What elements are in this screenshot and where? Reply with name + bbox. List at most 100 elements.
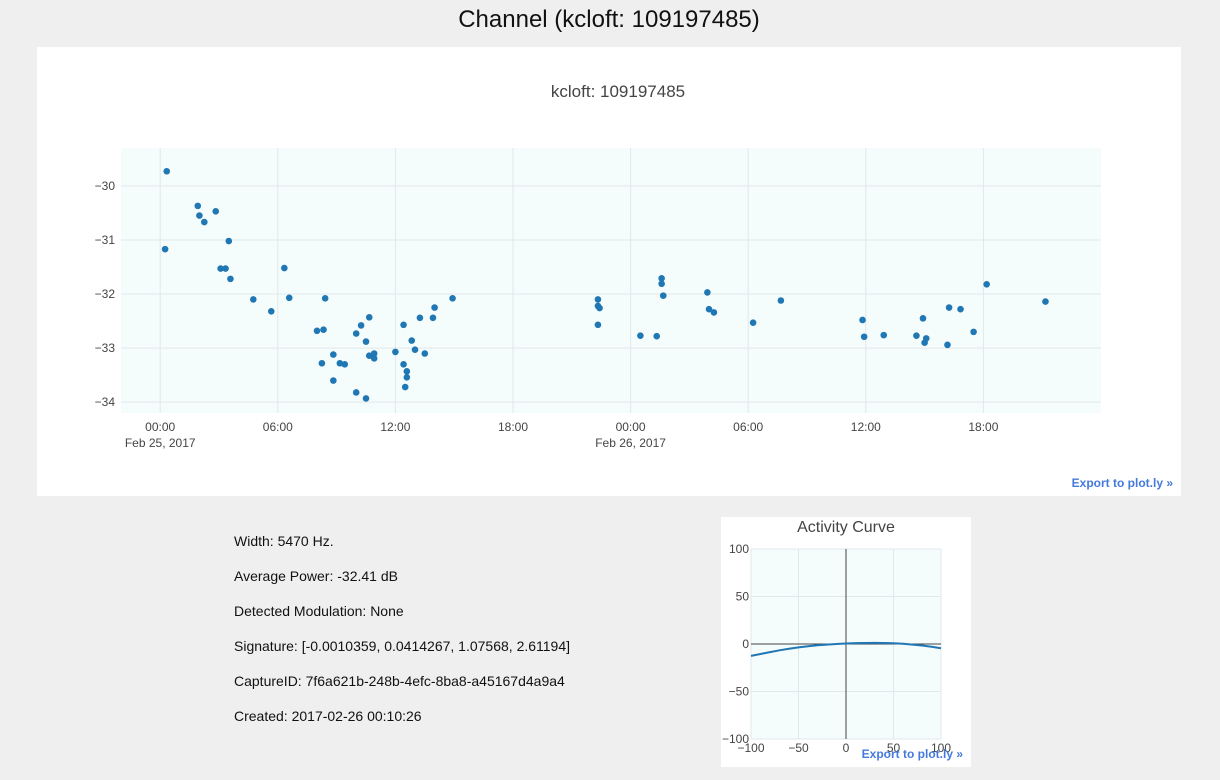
scatter-point [370, 350, 378, 357]
scatter-point [357, 322, 365, 329]
x-tick-label: 12:00 [380, 420, 410, 434]
scatter-point [365, 313, 373, 321]
scatter-point [983, 280, 990, 288]
info-created: Created: 2017-02-26 00:10:26 [234, 708, 422, 724]
main-chart-card: kcloft: 109197485 −34 −33 −32 −31 −30 00:00 Feb… [37, 47, 1181, 496]
plot-area [121, 148, 1101, 413]
scatter-point [330, 351, 337, 358]
scatter-point [777, 297, 785, 304]
scatter-point [653, 332, 661, 340]
scatter-point [594, 321, 602, 329]
activity-chart-title: Activity Curve [797, 519, 895, 536]
channel-info: Width: 5470 Hz. Average Power: -32.41 dB… [234, 532, 570, 742]
x-tick-label: 06:00 [263, 420, 293, 434]
x-tick-label: 00:00 [145, 420, 175, 434]
scatter-point [400, 361, 407, 368]
scatter-point [201, 218, 208, 226]
scatter-point [285, 294, 293, 302]
scatter-point [194, 202, 202, 210]
x-tick-label: 18:00 [968, 420, 998, 434]
scatter-point [222, 265, 229, 272]
scatter-point [320, 326, 327, 334]
scatter-point [596, 304, 603, 312]
x-tick-date-label: Feb 25, 2017 [125, 436, 196, 450]
scatter-point [970, 328, 977, 336]
scatter-point [429, 314, 437, 322]
activity-curve-chart[interactable]: Activity Curve −100 −50 0 50 100 −100 −50 0 50 100 [721, 517, 971, 767]
activity-y-tick-label: 100 [729, 542, 749, 556]
scatter-point [403, 368, 411, 375]
scatter-point [411, 346, 419, 354]
scatter-point [212, 207, 220, 215]
activity-x-tick-label: 0 [843, 741, 850, 755]
scatter-point [594, 296, 602, 303]
page-title: Channel (kcloft: 109197485) [458, 6, 760, 33]
scatter-point [341, 361, 349, 368]
scatter-point [957, 305, 964, 313]
activity-y-tick-label: −50 [729, 685, 750, 699]
scatter-point [370, 355, 378, 362]
x-tick-label: 06:00 [733, 420, 763, 434]
scatter-point [704, 289, 711, 296]
scatter-point [421, 350, 429, 357]
scatter-point [163, 167, 171, 175]
info-detected-modulation: Detected Modulation: None [234, 603, 404, 619]
scatter-point [267, 308, 275, 315]
x-tick-label: 00:00 [616, 420, 646, 434]
y-tick-label: −32 [95, 287, 116, 301]
export-to-plotly-link[interactable]: Export to plot.ly » [1071, 476, 1173, 490]
scatter-point [860, 333, 868, 341]
scatter-point [913, 332, 920, 339]
scatter-point [225, 237, 233, 245]
activity-y-tick-label: 0 [742, 637, 749, 651]
scatter-point [637, 332, 644, 339]
scatter-point [217, 265, 224, 272]
info-capture-id: CaptureID: 7f6a621b-248b-4efc-8ba8-a4516… [234, 673, 565, 689]
y-tick-label: −34 [95, 395, 116, 409]
activity-chart-card: Activity Curve −100 −50 0 50 100 −100 −50 0 50 100… [721, 517, 971, 767]
scatter-point [330, 377, 337, 384]
scatter-point [449, 295, 456, 302]
scatter-point [403, 374, 411, 381]
x-tick-date-label: Feb 26, 2017 [595, 436, 666, 450]
scatter-point [352, 330, 360, 337]
scatter-point [313, 327, 321, 335]
activity-x-tick-label: −100 [737, 741, 764, 755]
x-tick-label: 12:00 [851, 420, 881, 434]
y-tick-label: −30 [95, 179, 116, 193]
scatter-point [1042, 298, 1049, 305]
scatter-point [659, 292, 667, 299]
scatter-point [161, 245, 169, 253]
scatter-point [416, 314, 424, 322]
export-to-plotly-link-activity[interactable]: Export to plot.ly » [861, 747, 963, 761]
scatter-point [658, 280, 665, 288]
scatter-point [196, 212, 203, 219]
main-scatter-chart[interactable]: kcloft: 109197485 −34 −33 −32 −31 −30 00:00 Feb… [37, 47, 1181, 496]
activity-curve-line [750, 641, 942, 657]
scatter-point [227, 275, 234, 283]
activity-x-tick-label: 100 [931, 741, 951, 755]
y-tick-label: −31 [95, 233, 116, 247]
scatter-point [919, 315, 927, 322]
info-width: Width: 5470 Hz. [234, 533, 334, 549]
scatter-point [362, 338, 370, 345]
scatter-point [922, 335, 930, 342]
scatter-point [658, 275, 665, 282]
scatter-point [749, 319, 757, 326]
chart-title: kcloft: 109197485 [551, 82, 685, 101]
scatter-point [352, 389, 360, 396]
scatter-point [710, 309, 718, 316]
scatter-point [362, 395, 370, 402]
y-tick-label: −33 [95, 341, 116, 355]
info-average-power: Average Power: -32.41 dB [234, 568, 398, 584]
activity-y-tick-label: 50 [736, 590, 750, 604]
x-tick-label: 18:00 [498, 420, 528, 434]
scatter-point [401, 383, 409, 391]
scatter-point [945, 304, 953, 311]
activity-x-tick-label: −50 [788, 741, 809, 755]
scatter-point [318, 359, 326, 367]
scatter-point [431, 304, 438, 311]
scatter-point [408, 337, 416, 344]
scatter-point [859, 316, 866, 324]
scatter-point [321, 295, 329, 302]
